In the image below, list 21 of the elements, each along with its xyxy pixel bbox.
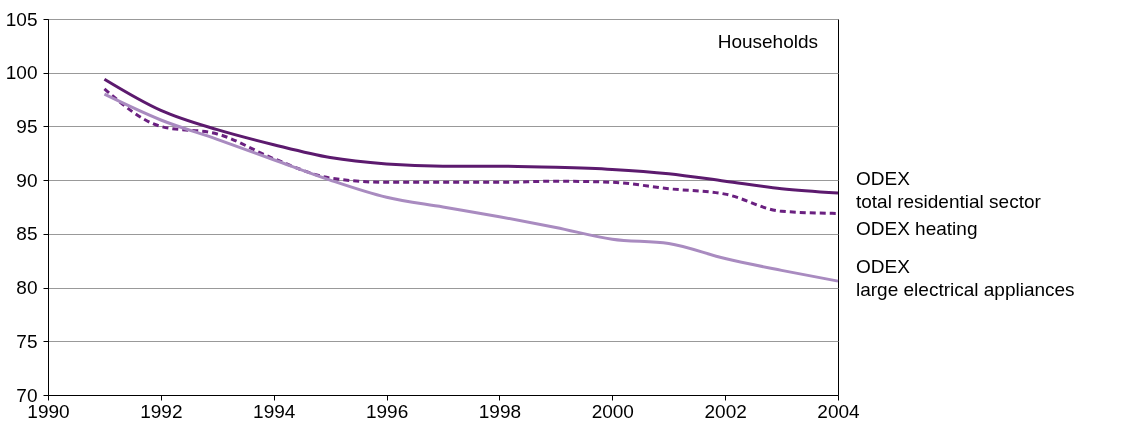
y-tick-label: 80 — [16, 277, 38, 299]
y-tick-label: 100 — [5, 62, 38, 84]
series-label: ODEX heating — [856, 218, 978, 240]
series-label: ODEX total residential sector — [856, 168, 1042, 213]
x-tick-label: 2000 — [591, 400, 634, 422]
series-label: ODEX large electrical appliances — [856, 256, 1075, 301]
x-tick-label: 1998 — [478, 400, 522, 422]
y-tick-label: 85 — [16, 223, 38, 245]
x-tick-label: 2004 — [817, 400, 861, 422]
x-tick-label: 1994 — [253, 400, 296, 422]
y-tick-label: 90 — [16, 169, 38, 191]
x-tick-label: 1996 — [365, 400, 409, 422]
y-tick-label: 70 — [16, 384, 38, 406]
x-tick-label: 1992 — [140, 400, 183, 422]
y-tick-label: 105 — [5, 8, 38, 30]
line-series — [102, 92, 840, 283]
y-tick-label: 75 — [16, 330, 38, 352]
annotation: Households — [717, 31, 818, 52]
x-tick-label: 2002 — [704, 400, 747, 422]
line-series — [102, 77, 840, 195]
y-tick-label: 95 — [16, 115, 38, 137]
